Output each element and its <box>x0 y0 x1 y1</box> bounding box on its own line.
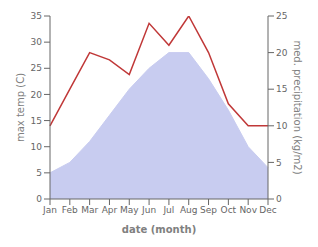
svg-text:Jan: Jan <box>42 205 57 215</box>
svg-text:20: 20 <box>276 48 288 58</box>
svg-text:Apr: Apr <box>102 205 118 215</box>
svg-text:Feb: Feb <box>62 205 78 215</box>
svg-text:5: 5 <box>276 158 282 168</box>
svg-text:Jul: Jul <box>162 205 174 215</box>
svg-text:Nov: Nov <box>239 205 257 215</box>
svg-text:25: 25 <box>31 63 42 73</box>
svg-text:Oct: Oct <box>221 205 237 215</box>
svg-text:15: 15 <box>31 116 42 126</box>
svg-text:Jun: Jun <box>141 205 156 215</box>
svg-text:25: 25 <box>276 11 287 21</box>
svg-text:0: 0 <box>36 194 42 204</box>
svg-text:Sep: Sep <box>200 205 217 215</box>
svg-text:May: May <box>120 205 139 215</box>
svg-text:date (month): date (month) <box>122 224 196 235</box>
svg-text:30: 30 <box>31 37 43 47</box>
svg-text:0: 0 <box>276 194 282 204</box>
svg-text:Mar: Mar <box>81 205 98 215</box>
svg-text:10: 10 <box>276 121 288 131</box>
svg-text:max temp (C): max temp (C) <box>15 73 26 142</box>
svg-text:5: 5 <box>36 168 42 178</box>
svg-text:20: 20 <box>31 90 43 100</box>
svg-text:Aug: Aug <box>180 205 198 215</box>
svg-text:10: 10 <box>31 142 43 152</box>
svg-text:med. precipitation (kg/m2): med. precipitation (kg/m2) <box>292 40 303 174</box>
svg-text:Dec: Dec <box>259 205 276 215</box>
svg-text:35: 35 <box>31 11 42 21</box>
svg-text:15: 15 <box>276 84 287 94</box>
